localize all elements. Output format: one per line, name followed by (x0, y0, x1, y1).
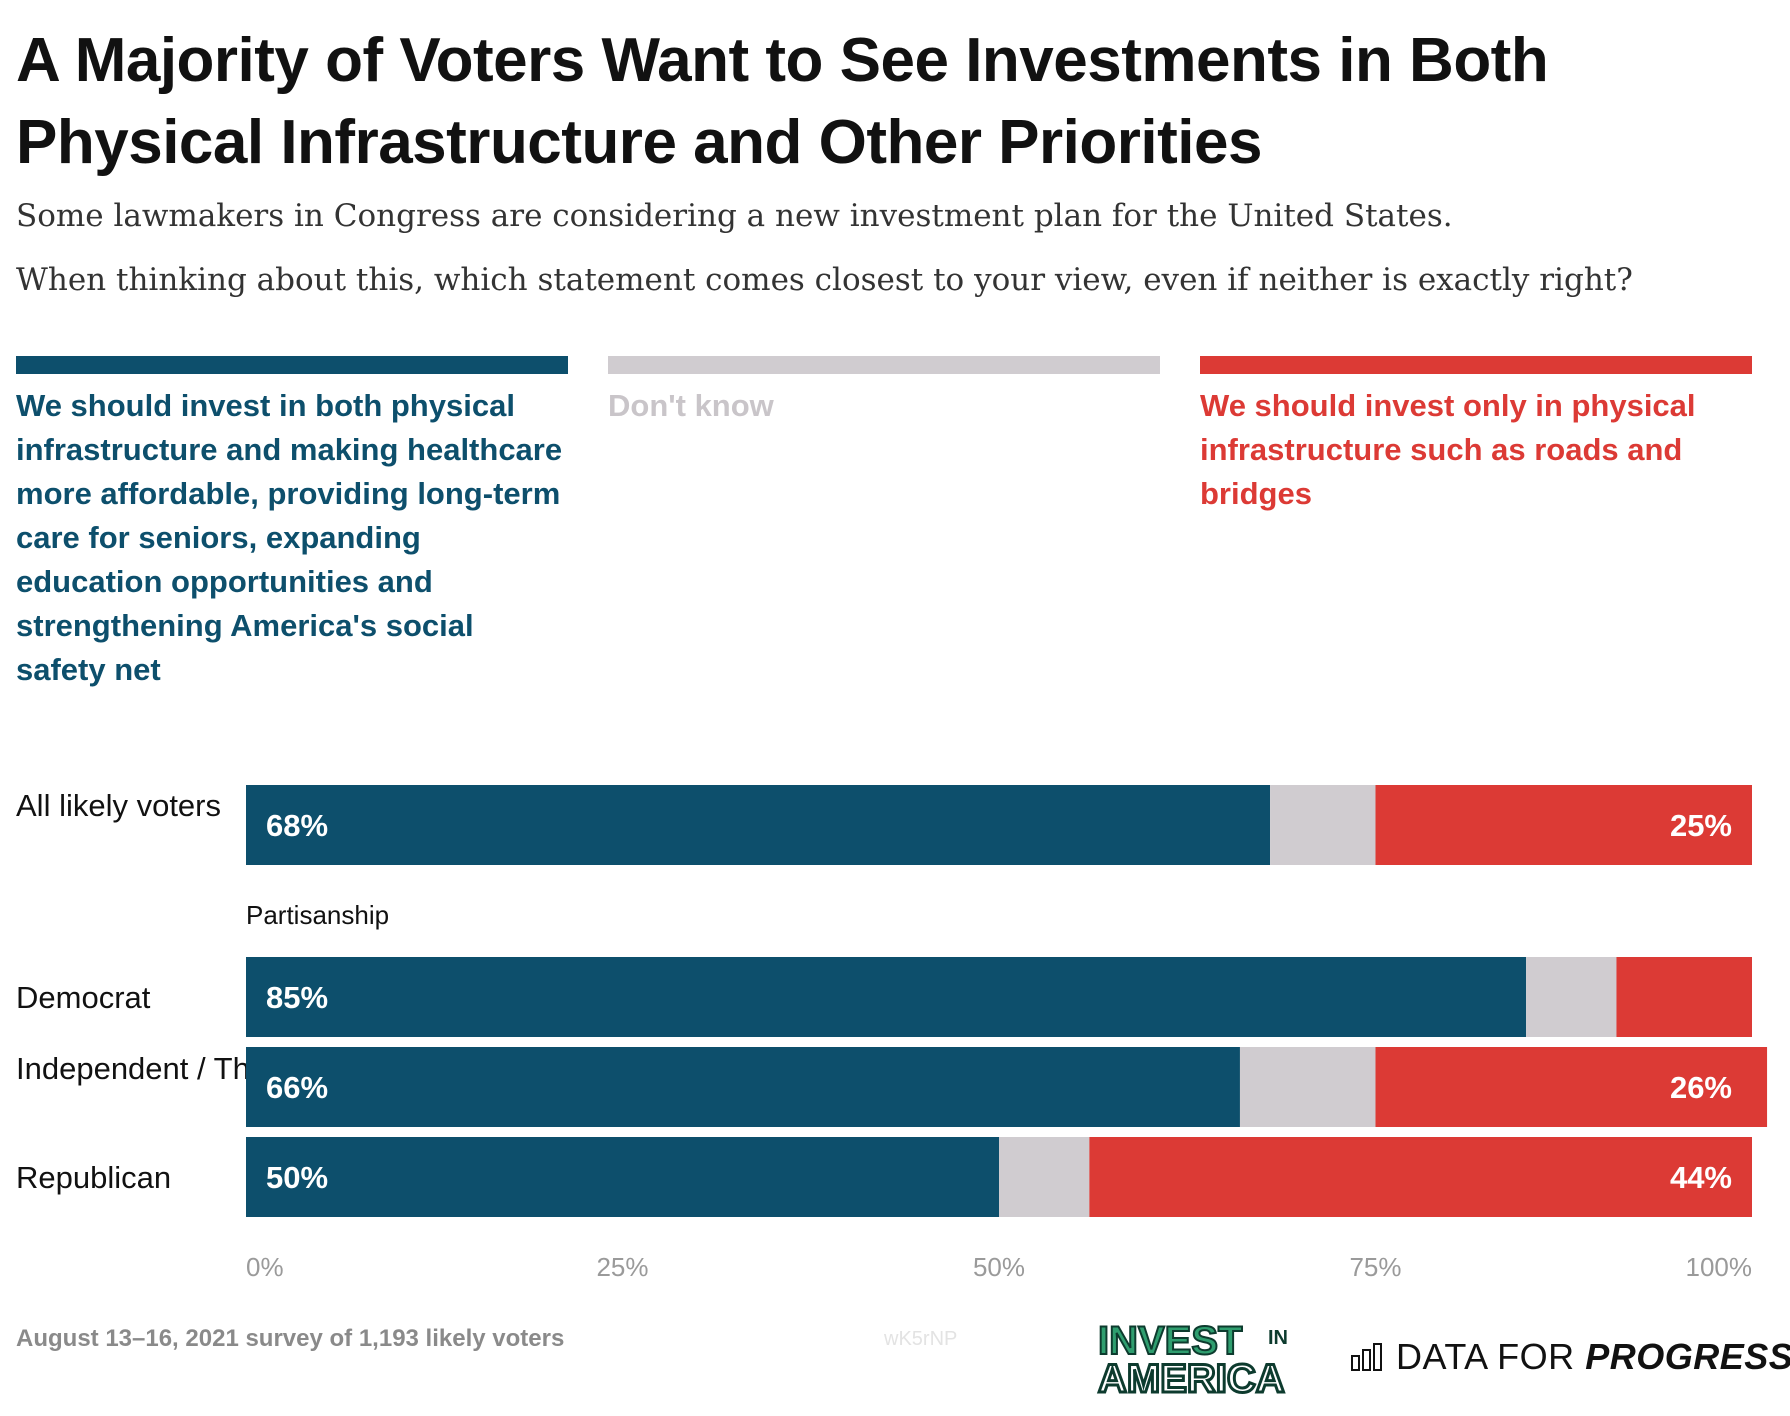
data-label-left-row-0: 68% (266, 808, 328, 843)
legend-item-physical-only: We should invest only in physical infras… (1200, 356, 1752, 516)
survey-note: August 13–16, 2021 survey of 1,193 likel… (16, 1325, 565, 1352)
invest-in-america-logo: INVEST IN AMERICA (1097, 1318, 1289, 1396)
legend-label-physical-only: We should invest only in physical infras… (1200, 388, 1696, 511)
row-label-republican: Republican (16, 1160, 172, 1195)
x-tick-label-4: 100% (1686, 1252, 1753, 1282)
dfp-word-regular: DATA FOR (1396, 1336, 1586, 1377)
dfp-word-bold: PROGRESS (1585, 1336, 1790, 1377)
stacked-bar-chart: 68% 25% 85% 66% 26% 50% 44% 0% 25% 50% 75% 100% (246, 785, 1768, 1282)
logo-in-word: IN (1268, 1327, 1288, 1349)
data-for-progress-logo: DATA FOR PROGRESS (1350, 1332, 1790, 1382)
x-tick-label-1: 25% (596, 1252, 648, 1282)
chart-id: wK5rNP (884, 1328, 958, 1350)
legend-swatch-both (16, 356, 568, 374)
x-tick-label-2: 50% (973, 1252, 1025, 1282)
bar-physical-only-row-3 (1089, 1137, 1752, 1217)
chart-title: A Majority of Voters Want to See Investm… (16, 26, 1549, 177)
legend-item-both: We should invest in both physical infras… (16, 356, 568, 692)
bar-chart-icon (1351, 1343, 1382, 1371)
data-label-left-row-3: 50% (266, 1160, 328, 1195)
chart-question: When thinking about this, which statemen… (16, 262, 1633, 298)
data-label-right-row-3: 44% (1670, 1160, 1732, 1195)
dfp-wordmark: DATA FOR PROGRESS (1396, 1336, 1790, 1378)
group-label-partisanship: Partisanship (246, 900, 390, 930)
bar-both-row-3 (246, 1137, 999, 1217)
legend-label-both: We should invest in both physical infras… (16, 388, 563, 687)
data-label-left-row-2: 66% (266, 1070, 328, 1105)
chart-subtitle: Some lawmakers in Congress are consideri… (16, 198, 1453, 234)
bar-physical-only-row-0 (1375, 785, 1752, 865)
legend-label-dont-know: Don't know (608, 388, 774, 423)
row-label-democrat: Democrat (16, 980, 151, 1015)
x-tick-label-0: 0% (246, 1252, 284, 1282)
data-label-right-row-2: 26% (1670, 1070, 1732, 1105)
bar-both-row-2 (246, 1047, 1240, 1127)
bar-dont-know-row-3 (999, 1137, 1090, 1217)
logo-invest-word: INVEST (1098, 1319, 1242, 1363)
bar-dont-know-row-2 (1239, 1047, 1376, 1127)
data-label-left-row-1: 85% (266, 980, 328, 1015)
bar-physical-only-row-2 (1375, 1047, 1768, 1127)
x-tick-label-3: 75% (1349, 1252, 1401, 1282)
logo-america-word: AMERICA (1098, 1357, 1285, 1396)
data-label-right-row-0: 25% (1670, 808, 1732, 843)
bar-dont-know-row-1 (1526, 957, 1617, 1037)
row-label-all-likely-voters: All likely voters (16, 788, 221, 823)
legend-swatch-physical-only (1200, 356, 1752, 374)
legend-item-dont-know: Don't know (608, 356, 1160, 428)
bar-physical-only-row-1 (1616, 957, 1752, 1037)
bar-both-row-0 (246, 785, 1271, 865)
bar-dont-know-row-0 (1270, 785, 1376, 865)
legend-swatch-dont-know (608, 356, 1160, 374)
bar-both-row-1 (246, 957, 1527, 1037)
